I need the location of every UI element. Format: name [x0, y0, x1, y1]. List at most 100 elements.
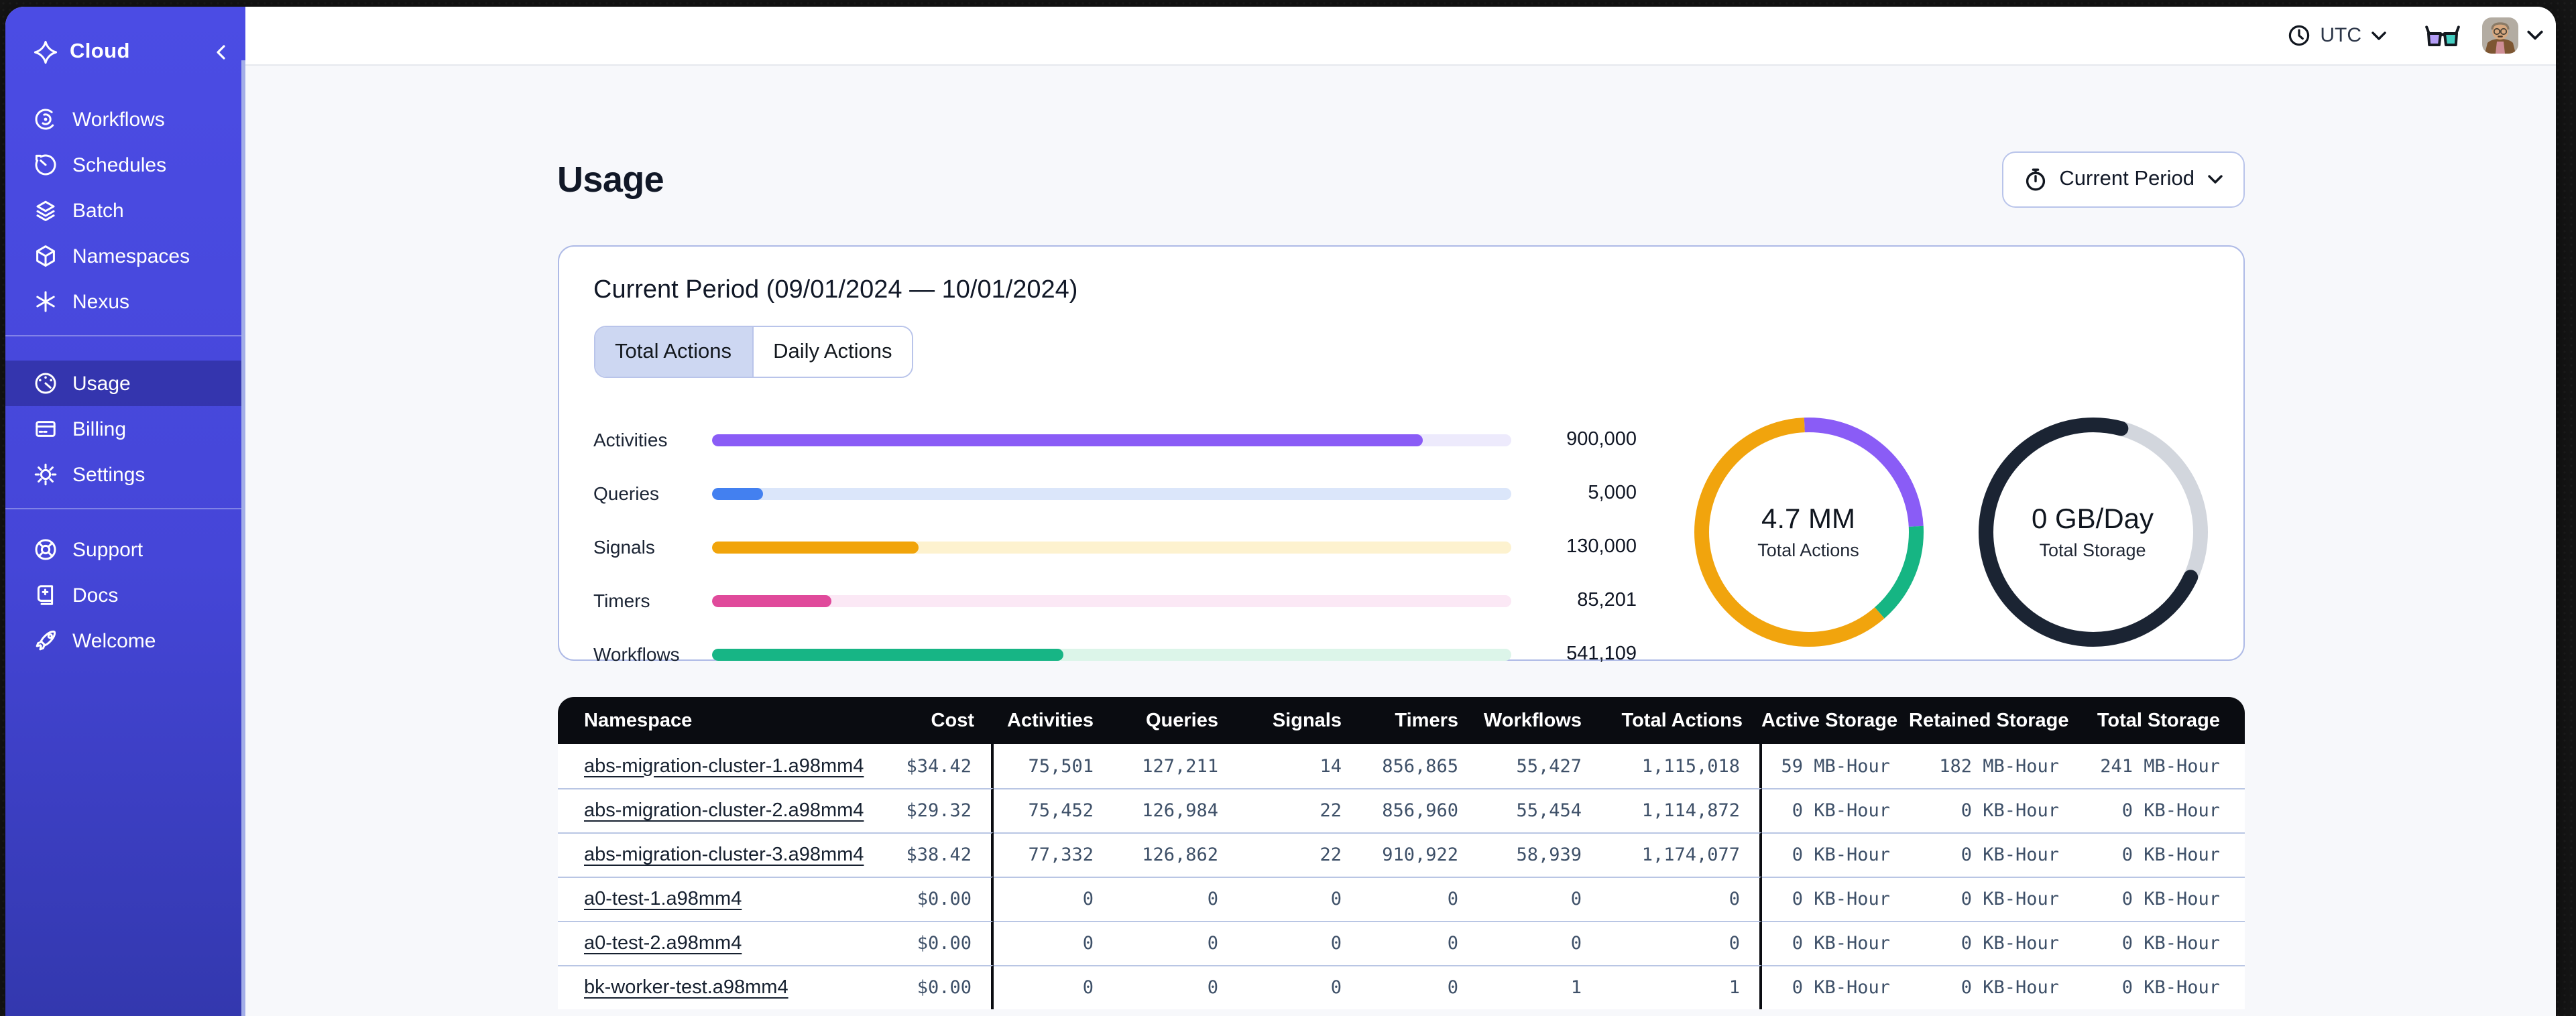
avatar[interactable] — [2482, 17, 2518, 54]
sidebar-item-usage[interactable]: Usage — [5, 361, 245, 406]
collapse-sidebar-icon[interactable] — [213, 44, 229, 60]
namespace-cell: abs-migration-cluster-2.a98mm4 — [557, 788, 867, 832]
chevron-down-icon — [2372, 31, 2386, 40]
bar-label: Activities — [593, 429, 668, 450]
actions-bar-chart: Activities 900,000 Queries — [593, 429, 1693, 665]
sidebar-item-support[interactable]: Support — [5, 527, 245, 572]
total-actions-cell: 1 — [1600, 965, 1761, 1009]
active-storage-cell: 0 KB-Hour — [1761, 877, 1909, 921]
col-queries: Queries — [1112, 697, 1237, 744]
col-signals: Signals — [1237, 697, 1360, 744]
queries-cell: 0 — [1112, 877, 1237, 921]
signals-cell: 0 — [1237, 921, 1360, 965]
bar-value: 541,109 — [1566, 643, 1637, 665]
app-window: Cloud Workflows — [5, 7, 2556, 1016]
usage-charts: Activities 900,000 Queries — [593, 410, 2208, 665]
col-namespace: Namespace — [557, 697, 867, 744]
sidebar-item-namespaces[interactable]: Namespaces — [5, 233, 245, 279]
period-selector-button[interactable]: Current Period — [2001, 151, 2244, 208]
tab-total-actions[interactable]: Total Actions — [595, 327, 752, 377]
namespace-cell: abs-migration-cluster-1.a98mm4 — [557, 744, 867, 788]
card-title: Current Period (09/01/2024 — 10/01/2024) — [593, 276, 1078, 304]
activities-cell: 0 — [993, 921, 1112, 965]
docs-icon — [37, 585, 54, 605]
activities-cell: 77,332 — [993, 832, 1112, 877]
glasses-icon — [2425, 25, 2460, 46]
namespace-cell: a0-test-1.a98mm4 — [557, 877, 867, 921]
avatar-photo — [2482, 17, 2518, 54]
active-storage-cell: 0 KB-Hour — [1761, 832, 1909, 877]
sidebar-item-label: Billing — [72, 418, 127, 440]
clock-icon — [2289, 25, 2310, 46]
retained-storage-cell: 0 KB-Hour — [1909, 965, 2078, 1009]
tab-daily-actions[interactable]: Daily Actions — [752, 327, 913, 377]
cost-cell: $0.00 — [867, 877, 993, 921]
retained-storage-cell: 0 KB-Hour — [1909, 921, 2078, 965]
activities-cell: 75,452 — [993, 788, 1112, 832]
total-storage-cell: 241 MB-Hour — [2078, 744, 2244, 788]
retained-storage-cell: 182 MB-Hour — [1909, 744, 2078, 788]
queries-cell: 127,211 — [1112, 744, 1237, 788]
queries-cell: 0 — [1112, 965, 1237, 1009]
table-row: a0-test-2.a98mm4 $0.00 0 0 0 0 0 0 0 KB-… — [557, 921, 2244, 965]
retained-storage-cell: 0 KB-Hour — [1909, 788, 2078, 832]
sidebar-item-billing[interactable]: Billing — [5, 406, 245, 452]
signals-cell: 14 — [1237, 744, 1360, 788]
actions-tab-group: Total Actions Daily Actions — [593, 326, 914, 378]
labs-glasses-toggle[interactable] — [2424, 22, 2461, 49]
namespace-link[interactable]: abs-migration-cluster-3.a98mm4 — [584, 844, 864, 866]
account-menu-chevron[interactable] — [2526, 29, 2544, 42]
sidebar-item-label: Namespaces — [72, 245, 190, 267]
sidebar-item-nexus[interactable]: Nexus — [5, 279, 245, 324]
namespace-link[interactable]: a0-test-2.a98mm4 — [584, 933, 742, 954]
billing-icon — [36, 421, 56, 437]
sidebar-brand[interactable]: Cloud — [5, 28, 245, 76]
col-retained-storage: Retained Storage — [1909, 697, 2078, 744]
queries-cell: 126,984 — [1112, 788, 1237, 832]
table-row: abs-migration-cluster-2.a98mm4 $29.32 75… — [557, 788, 2244, 832]
cloud-logo-icon — [34, 40, 58, 64]
bar-label: Queries — [593, 483, 660, 504]
table-row: abs-migration-cluster-3.a98mm4 $38.42 77… — [557, 832, 2244, 877]
sidebar-item-docs[interactable]: Docs — [5, 572, 245, 618]
namespace-link[interactable]: bk-worker-test.a98mm4 — [584, 977, 788, 999]
cost-cell: $38.42 — [867, 832, 993, 877]
sidebar-item-welcome[interactable]: Welcome — [5, 618, 245, 663]
sidebar-item-label: Settings — [72, 463, 145, 486]
sidebar-item-workflows[interactable]: Workflows — [5, 97, 245, 142]
bar-value: 900,000 — [1566, 429, 1637, 450]
nexus-icon — [36, 291, 55, 312]
sidebar-item-batch[interactable]: Batch — [5, 188, 245, 233]
sidebar-item-label: Docs — [72, 584, 119, 607]
timezone-dropdown[interactable]: UTC — [2288, 24, 2387, 47]
bar-value: 5,000 — [1588, 483, 1637, 504]
table-row: abs-migration-cluster-1.a98mm4 $34.42 75… — [557, 744, 2244, 788]
bar-row-signals: Signals 130,000 — [593, 536, 1637, 558]
sidebar-item-label: Nexus — [72, 290, 130, 313]
namespace-link[interactable]: abs-migration-cluster-2.a98mm4 — [584, 800, 864, 822]
namespace-link[interactable]: abs-migration-cluster-1.a98mm4 — [584, 755, 864, 777]
bar-row-workflows: Workflows 541,109 — [593, 643, 1637, 665]
sidebar-item-settings[interactable]: Settings — [5, 452, 245, 497]
activities-cell: 0 — [993, 877, 1112, 921]
timers-cell: 856,960 — [1360, 788, 1477, 832]
timers-cell: 910,922 — [1360, 832, 1477, 877]
bar-track — [711, 594, 1511, 607]
total-actions-cell: 1,115,018 — [1600, 744, 1761, 788]
col-active-storage: Active Storage — [1761, 697, 1909, 744]
bar-row-timers: Timers 85,201 — [593, 590, 1637, 611]
signals-cell: 0 — [1237, 965, 1360, 1009]
sidebar-item-schedules[interactable]: Schedules — [5, 142, 245, 188]
total-storage-value: 0 GB/Day — [2031, 504, 2154, 535]
total-storage-cell: 0 KB-Hour — [2078, 965, 2244, 1009]
total-storage-cell: 0 KB-Hour — [2078, 921, 2244, 965]
bar-label: Signals — [593, 536, 655, 558]
active-storage-cell: 59 MB-Hour — [1761, 744, 1909, 788]
table-row: a0-test-1.a98mm4 $0.00 0 0 0 0 0 0 0 KB-… — [557, 877, 2244, 921]
namespace-link[interactable]: a0-test-1.a98mm4 — [584, 889, 742, 910]
total-actions-label: Total Actions — [1757, 540, 1859, 560]
topbar-right-cluster: UTC — [2288, 17, 2556, 54]
bar-track — [711, 434, 1511, 446]
retained-storage-cell: 0 KB-Hour — [1909, 832, 2078, 877]
timers-cell: 0 — [1360, 965, 1477, 1009]
